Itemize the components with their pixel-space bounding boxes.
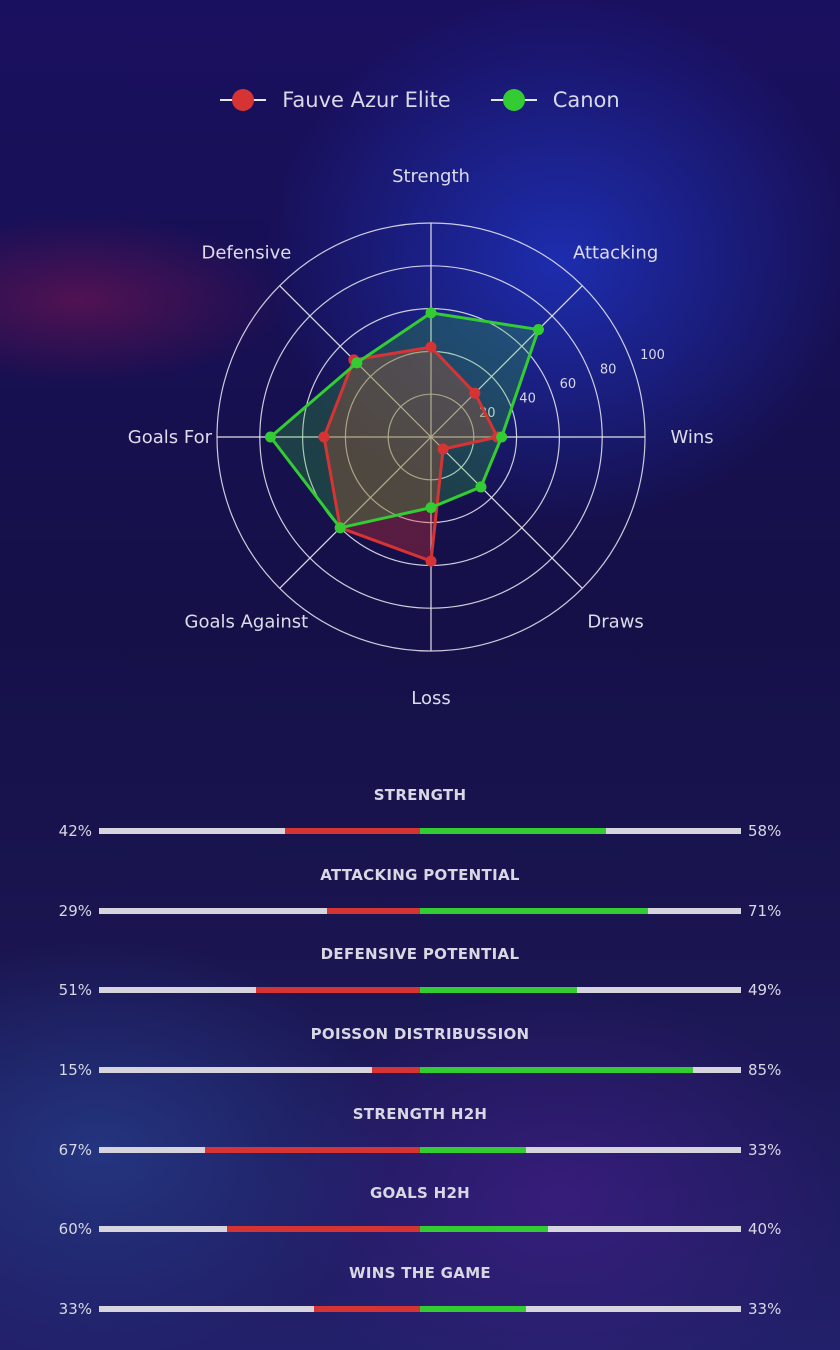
comparison-row: POISSON DISTRIBUSSION 15% 85% — [0, 1019, 840, 1099]
comparison-title: STRENGTH H2H — [352, 1104, 488, 1123]
comparison-bars: STRENGTH 42% 58% ATTACKING POTENTIAL 29% … — [0, 780, 840, 1338]
comparison-row: STRENGTH H2H 67% 33% — [0, 1099, 840, 1179]
left-bar — [227, 1226, 420, 1233]
right-percent: 71% — [748, 901, 782, 920]
comparison-track — [99, 1067, 741, 1074]
data-point — [496, 431, 508, 443]
comparison-title: DEFENSIVE POTENTIAL — [320, 945, 520, 964]
right-bar — [420, 1226, 549, 1233]
comparison-title: STRENGTH — [373, 786, 467, 804]
grid-spoke — [279, 436, 432, 589]
r-tick-label: 40 — [519, 392, 536, 407]
data-point — [318, 431, 330, 443]
data-point — [351, 357, 363, 369]
comparison-row: ATTACKING POTENTIAL 29% 71% — [0, 860, 840, 940]
comparison-row: WINS THE GAME 33% 33% — [0, 1258, 840, 1338]
left-bar — [285, 828, 420, 834]
right-bar — [420, 1306, 526, 1313]
left-bar — [371, 1067, 420, 1074]
data-point — [469, 387, 481, 399]
legend-label-team1: Fauve Azur Elite — [282, 88, 451, 112]
legend-item-team1[interactable]: Fauve Azur Elite — [220, 86, 451, 114]
data-point — [425, 307, 437, 319]
left-percent: 42% — [58, 822, 92, 840]
right-percent: 58% — [748, 822, 782, 840]
axis-label: Defensive — [201, 242, 291, 263]
right-bar — [420, 987, 578, 994]
axis-label: Strength — [392, 166, 470, 187]
right-bar — [420, 1067, 693, 1074]
radar-chart: 20406080100StrengthAttackingWinsDrawsLos… — [128, 166, 714, 709]
comparison-track — [99, 987, 741, 994]
right-percent: 85% — [748, 1061, 782, 1080]
data-point — [425, 555, 437, 567]
comparison-title: POISSON DISTRIBUSSION — [310, 1025, 530, 1044]
series-area-1 — [270, 312, 539, 528]
right-bar — [420, 1146, 526, 1153]
comparison-title: ATTACKING POTENTIAL — [320, 865, 520, 884]
axis-label: Loss — [411, 688, 450, 709]
right-bar — [420, 907, 648, 914]
comparison-track — [99, 1306, 741, 1313]
axis-label: Goals For — [128, 427, 213, 448]
legend-marker-team2 — [490, 86, 537, 114]
comparison-row: GOALS H2H 60% 40% — [0, 1178, 840, 1258]
axis-label: Draws — [587, 612, 643, 633]
right-percent: 40% — [748, 1220, 782, 1239]
left-percent: 33% — [58, 1300, 92, 1319]
comparison-track — [99, 828, 741, 834]
data-point — [532, 324, 544, 336]
left-bar — [326, 907, 420, 914]
right-percent: 33% — [748, 1140, 782, 1159]
left-bar — [314, 1306, 420, 1313]
axis-label: Goals Against — [185, 612, 309, 633]
legend-marker-team1 — [220, 86, 267, 114]
r-tick-label: 60 — [560, 377, 577, 392]
axis-label: Wins — [670, 427, 713, 448]
r-tick-label: 100 — [640, 348, 665, 363]
comparison-row: DEFENSIVE POTENTIAL 51% 49% — [0, 939, 840, 1019]
comparison-title: GOALS H2H — [369, 1184, 471, 1203]
left-percent: 51% — [58, 981, 92, 1000]
comparison-track — [99, 1146, 741, 1153]
r-tick-label: 80 — [600, 363, 617, 378]
left-bar — [204, 1146, 420, 1153]
grid-spoke — [430, 436, 583, 589]
right-percent: 33% — [748, 1300, 782, 1319]
data-point — [334, 522, 346, 534]
legend-label-team2: Canon — [552, 88, 620, 112]
left-percent: 15% — [58, 1061, 92, 1080]
axis-label: Attacking — [573, 242, 658, 263]
grid-spoke — [430, 285, 583, 438]
chart-legend: Fauve Azur Elite Canon — [0, 86, 840, 114]
data-point — [265, 431, 276, 443]
data-point — [437, 443, 449, 455]
comparison-track — [99, 907, 741, 914]
legend-item-team2[interactable]: Canon — [490, 86, 620, 114]
left-bar — [256, 987, 420, 994]
comparison-track — [99, 1226, 741, 1233]
left-percent: 60% — [58, 1220, 92, 1239]
comparison-title: WINS THE GAME — [349, 1264, 491, 1283]
data-point — [475, 481, 487, 493]
left-percent: 67% — [58, 1140, 92, 1159]
comparison-row: STRENGTH 42% 58% — [0, 780, 840, 860]
series-area-0 — [324, 347, 498, 562]
right-bar — [420, 828, 607, 834]
left-percent: 29% — [58, 901, 92, 920]
data-point — [425, 341, 437, 353]
data-point — [425, 502, 437, 514]
right-percent: 49% — [748, 981, 782, 1000]
